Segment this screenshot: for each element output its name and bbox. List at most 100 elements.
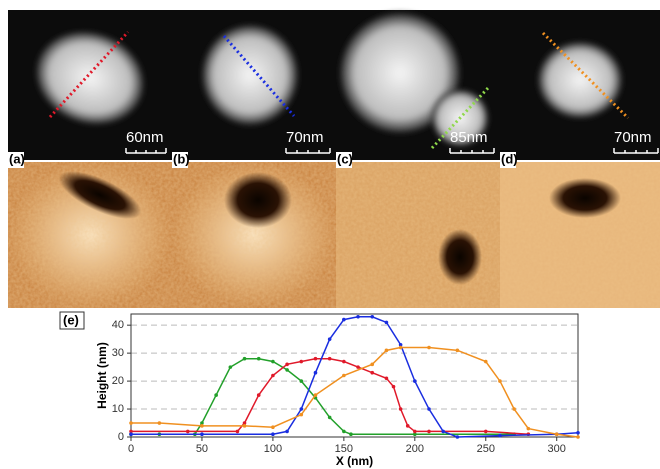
data-point	[441, 429, 445, 434]
data-point	[271, 425, 275, 430]
y-tick-label: 40	[112, 319, 124, 331]
data-point	[299, 412, 304, 417]
series-line	[131, 357, 529, 435]
data-point	[327, 415, 332, 420]
data-point	[384, 376, 389, 381]
data-point	[483, 359, 488, 364]
plot-frame	[130, 313, 579, 438]
y-axis-label: Height (nm)	[95, 342, 109, 409]
data-point	[271, 432, 275, 437]
data-point	[185, 429, 190, 434]
x-tick-label: 300	[548, 443, 566, 455]
kpfm-images: (a) (b) (c) (d)	[8, 151, 660, 308]
data-point	[370, 362, 375, 367]
panel-label-box	[59, 311, 85, 330]
panel-label: (b)	[173, 151, 190, 166]
data-point	[370, 370, 375, 375]
profile-chart: (e) 0 10 20 30 40 0 50 100 150 200 250 300 X (nm) Hei…	[59, 311, 580, 468]
series-line	[131, 357, 515, 435]
x-tick-label: 50	[196, 443, 208, 455]
data-point	[576, 435, 580, 439]
data-point	[405, 424, 410, 428]
data-point	[327, 337, 332, 341]
data-point	[285, 429, 289, 434]
data-point	[129, 421, 133, 425]
data-point	[349, 432, 353, 437]
data-point	[299, 407, 304, 411]
data-point	[256, 393, 261, 397]
data-point	[398, 342, 403, 347]
data-point	[313, 356, 318, 361]
scale-bar-label: 60nm	[126, 129, 164, 146]
data-point	[271, 359, 275, 364]
x-tick-label: 250	[477, 443, 495, 455]
data-point	[413, 432, 417, 437]
data-point	[242, 356, 247, 361]
data-point	[398, 407, 403, 411]
data-point	[285, 368, 289, 372]
y-tick-label: 30	[112, 347, 124, 359]
data-point	[576, 431, 580, 435]
data-point	[427, 345, 431, 350]
data-point	[313, 370, 318, 375]
data-point	[235, 429, 240, 434]
panel-label: (e)	[63, 312, 79, 327]
x-tick-label: 150	[335, 443, 353, 455]
data-point	[327, 356, 332, 361]
data-point	[242, 424, 247, 428]
data-point	[342, 373, 346, 378]
data-point	[299, 359, 304, 364]
data-point	[370, 314, 375, 319]
data-point	[384, 348, 389, 353]
data-point	[342, 317, 346, 322]
data-point	[498, 379, 502, 383]
data-point	[214, 393, 218, 397]
data-point	[200, 424, 204, 428]
data-point	[526, 426, 531, 431]
series-line	[131, 316, 579, 438]
data-point	[512, 407, 516, 411]
series-line	[131, 346, 579, 438]
y-tick-label: 0	[118, 431, 124, 443]
data-point	[129, 432, 133, 437]
data-point	[342, 359, 346, 364]
data-point	[413, 429, 417, 434]
data-point	[384, 320, 389, 325]
data-point	[228, 365, 233, 369]
data-point	[200, 432, 204, 437]
data-point	[356, 365, 360, 369]
data-point	[455, 348, 460, 353]
data-point	[391, 384, 396, 389]
x-axis-label: X (nm)	[336, 454, 373, 468]
data-point	[285, 362, 289, 367]
data-point	[455, 435, 460, 439]
data-point	[498, 433, 502, 438]
x-tick-label: 200	[406, 443, 424, 455]
x-tick-label: 100	[264, 443, 282, 455]
y-tick-label: 10	[112, 403, 124, 415]
data-point	[256, 356, 261, 361]
scale-bar-label: 70nm	[286, 129, 324, 146]
data-point	[157, 421, 162, 425]
x-tick-label: 0	[128, 443, 134, 455]
data-point	[413, 379, 417, 383]
scale-bar-label: 70nm	[614, 129, 652, 146]
data-point	[271, 373, 275, 378]
data-point	[398, 345, 403, 350]
panel-label: (d)	[501, 151, 518, 166]
data-point	[299, 379, 304, 383]
data-point	[200, 421, 204, 425]
y-tick-label: 20	[112, 375, 124, 387]
data-point	[313, 393, 318, 397]
data-point	[554, 432, 559, 437]
data-point	[129, 429, 133, 434]
data-point	[342, 429, 346, 434]
data-point	[242, 421, 247, 425]
scale-bar-label: 85nm	[450, 129, 488, 146]
data-point	[427, 429, 431, 434]
data-point	[427, 407, 431, 411]
data-point	[483, 429, 488, 434]
data-point	[356, 314, 360, 319]
